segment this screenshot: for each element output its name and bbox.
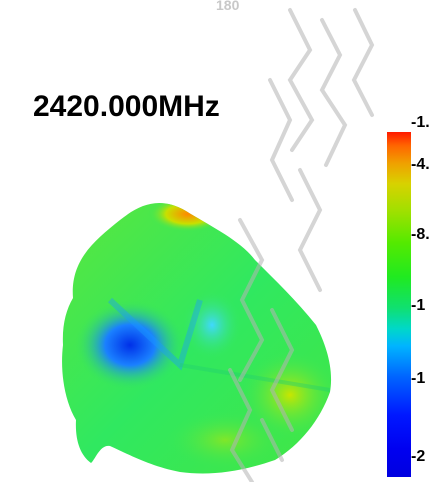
frequency-title: 2420.000MHz xyxy=(33,90,220,123)
top-tick-label: 180 xyxy=(216,0,240,13)
colorbar-label-5: -1 xyxy=(411,370,426,387)
colorbar-label-4: -1 xyxy=(411,297,426,314)
colorbar-label-2: -4. xyxy=(411,156,430,173)
colorbar xyxy=(387,132,411,477)
colorbar-label-1: -1. xyxy=(411,114,430,131)
colorbar-label-3: -8. xyxy=(411,226,430,243)
colorbar-label-6: -2 xyxy=(411,448,426,465)
